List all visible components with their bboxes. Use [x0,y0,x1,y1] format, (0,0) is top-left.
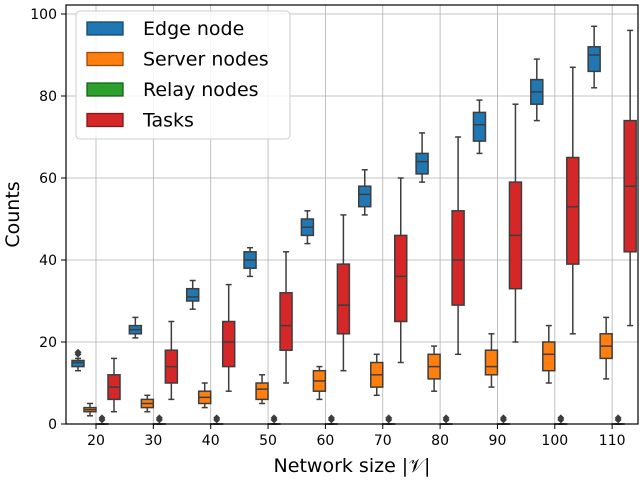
x-tick-label: 20 [87,433,105,449]
legend-item: Relay nodes [86,79,259,101]
y-tick-label: 100 [30,7,57,23]
box-group [530,58,544,122]
box-group [370,353,384,397]
box-body [221,320,236,368]
legend-item: Server nodes [86,49,269,71]
flier-point [74,348,82,356]
legend-box [75,10,291,140]
box-group [164,320,179,401]
legend-label: Server nodes [143,49,269,71]
y-tick-label: 80 [39,89,57,105]
flier-point [557,414,565,422]
legend-label: Tasks [142,110,194,132]
box-group [599,316,613,380]
box-group [71,348,85,372]
box-group [279,251,293,384]
box-body [415,152,429,175]
box-group [128,316,143,339]
box-body [394,234,408,323]
series-edge-node [71,25,601,372]
box-group [472,99,487,155]
y-tick-label: 40 [39,253,57,269]
flier-point [614,414,622,422]
box-group [185,279,200,310]
legend-item: Edge node [86,18,244,40]
box-group [312,365,327,401]
flier-point [442,414,450,422]
box-group [508,103,523,343]
flier-point [155,414,163,422]
box-body [279,292,293,351]
box-body [472,111,487,142]
box-body [451,210,465,306]
legend-swatch [86,112,124,128]
x-tick-label: 50 [259,433,277,449]
box-group [566,66,580,335]
flier-point [213,414,221,422]
box-group [587,25,601,89]
box-group [336,214,351,372]
box-group [197,382,212,409]
legend-swatch [86,21,124,36]
box-body [587,46,601,73]
flier-point [499,414,507,422]
flier-point [270,414,278,422]
box-body [358,185,372,208]
legend-swatch [86,82,124,97]
box-body [484,349,499,376]
box-group [427,345,441,392]
x-tick-label: 90 [489,433,507,449]
box-group [415,132,429,183]
series-server-nodes [83,316,613,417]
x-tick-label: 60 [316,433,334,449]
legend-item: Tasks [86,110,194,132]
flier-point [327,414,335,422]
box-group [221,283,236,392]
x-tick-label: 110 [599,433,626,449]
box-group [542,324,556,384]
box-body [255,382,269,401]
box-group [83,402,97,417]
y-axis-label: Counts [2,181,24,247]
box-group [358,169,372,216]
flier-point [98,414,106,422]
x-axis-label: Network size |𝒱| [274,455,431,477]
legend-swatch [86,51,124,67]
legend: Edge node Server nodes Relay nodes Tasks [75,10,291,140]
box-group [243,246,257,278]
x-tick-label: 70 [374,433,392,449]
flier-point [385,414,393,422]
box-group [140,394,155,413]
legend-label: Edge node [143,18,244,40]
box-body [71,359,85,368]
box-group [451,136,465,356]
box-group [623,29,637,327]
y-tick-label: 20 [39,335,57,351]
x-tick-label: 100 [541,433,568,449]
x-tick-label: 80 [431,433,449,449]
box-group [300,210,315,245]
box-group [394,177,408,364]
box-body [185,287,200,302]
x-tick-label: 40 [202,433,220,449]
y-tick-label: 60 [39,171,57,187]
box-body [336,263,351,335]
plot-frame [65,4,639,425]
box-body [566,156,580,265]
box-group [107,357,121,413]
box-body [542,341,556,372]
y-tick-label: 0 [48,417,57,433]
box-group [484,333,499,388]
legend-label: Relay nodes [143,79,259,101]
series-tasks [107,29,637,413]
x-tick-label: 30 [144,433,162,449]
axis-ticks: 0 20 40 60 80 100 20 30 40 50 60 70 80 90 100 110 [30,7,625,449]
box-group [255,374,269,405]
